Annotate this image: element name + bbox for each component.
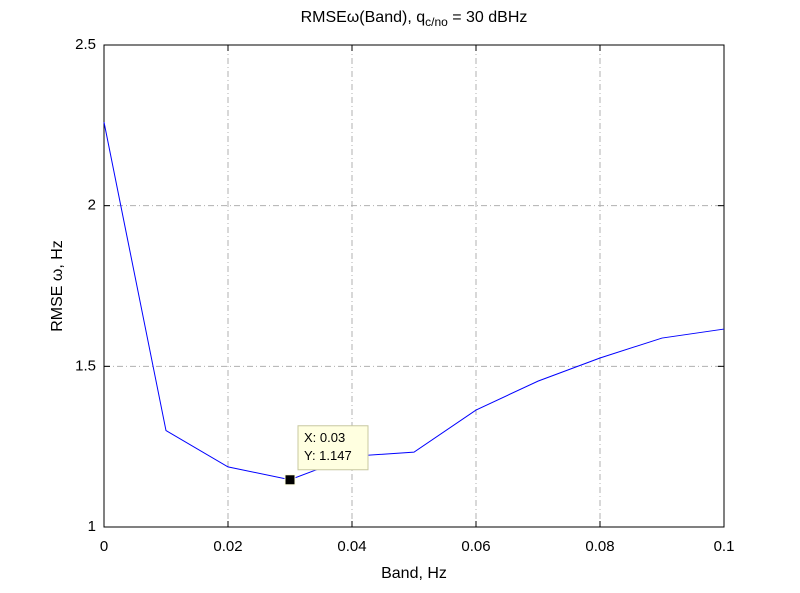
title-main: RMSEω(Band), q	[301, 9, 426, 26]
x-tick-label: 0.02	[213, 538, 242, 555]
datatip-marker	[284, 474, 296, 486]
x-tick-label: 0.04	[337, 538, 366, 555]
axes-box	[103, 44, 725, 528]
y-tick-label: 1	[88, 518, 96, 535]
y-tick-label: 2.5	[75, 36, 96, 53]
x-tick-label: 0.06	[461, 538, 490, 555]
y-tick-label: 1.5	[75, 357, 96, 374]
datatip-label: Y: 1.147	[304, 448, 352, 463]
title-sub: c/no	[425, 15, 448, 29]
y-tick-label: 2	[88, 197, 96, 214]
data-line	[103, 122, 725, 481]
x-tick-label: 0	[100, 538, 108, 555]
x-tick-label: 0.1	[714, 538, 735, 555]
y-axis-label: RMSE ω, Hz	[49, 240, 66, 332]
datatip-box	[297, 425, 369, 471]
title-tail: = 30 dBHz	[448, 9, 528, 26]
x-tick-label: 0.08	[585, 538, 614, 555]
datatip-label: X: 0.03	[304, 430, 345, 445]
chart-title: RMSEω(Band), qc/no = 30 dBHz	[301, 9, 528, 29]
x-axis-label: Band, Hz	[381, 565, 447, 582]
